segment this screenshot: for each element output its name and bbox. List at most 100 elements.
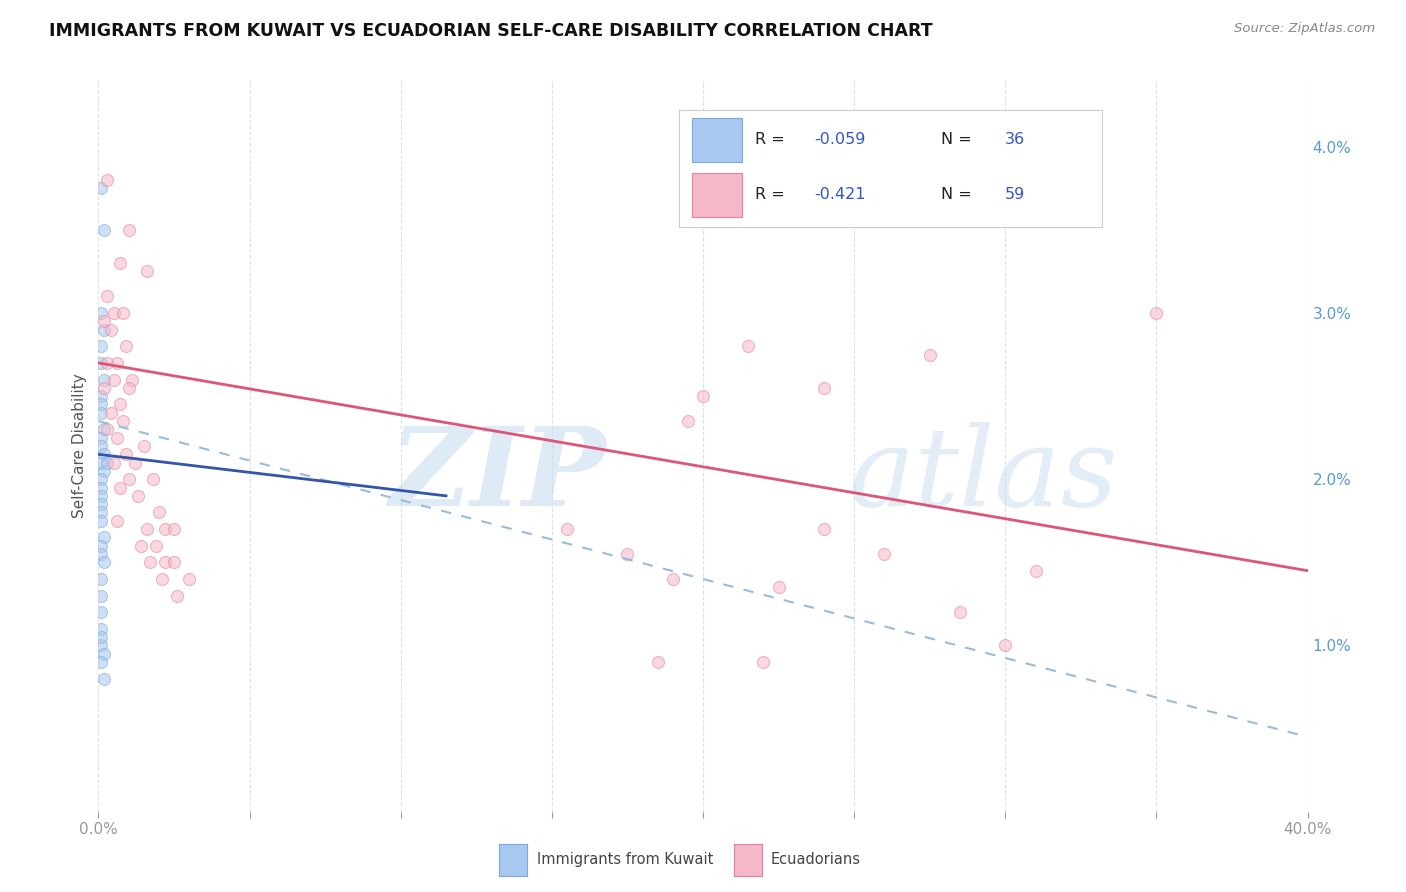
Point (135, 522, 157, 536)
Point (661, 572, 683, 586)
Point (118, 381, 141, 395)
Point (90, 481, 112, 495)
Point (90, 356, 112, 370)
Point (752, 655, 775, 669)
Point (90, 572, 112, 586)
Point (105, 514, 128, 528)
Point (93, 372, 115, 386)
Point (93, 555, 115, 569)
Point (103, 372, 125, 386)
Point (647, 655, 669, 669)
Point (103, 306, 125, 320)
Point (90, 306, 112, 320)
Point (90, 547, 112, 561)
Point (163, 522, 186, 536)
Point (153, 555, 176, 569)
Point (93, 447, 115, 461)
Point (108, 481, 131, 495)
Point (90, 655, 112, 669)
Point (96, 356, 118, 370)
Text: Ecuadorians: Ecuadorians (770, 853, 860, 867)
Point (114, 447, 136, 461)
Point (105, 356, 128, 370)
Point (148, 506, 170, 520)
Point (737, 339, 759, 353)
Point (90, 489, 112, 503)
Text: ZIP: ZIP (389, 422, 606, 529)
Point (949, 605, 972, 619)
Point (813, 522, 835, 536)
Point (90, 339, 112, 353)
Point (166, 589, 188, 603)
Point (108, 397, 131, 411)
Point (873, 547, 896, 561)
Point (129, 539, 152, 553)
Point (96, 289, 118, 303)
Point (616, 547, 638, 561)
Point (124, 456, 146, 470)
Point (90, 406, 112, 420)
Point (100, 406, 122, 420)
Point (1144, 306, 1167, 320)
Point (127, 489, 149, 503)
Point (555, 522, 578, 536)
Point (90, 630, 112, 644)
Point (93, 422, 115, 436)
Point (135, 264, 157, 278)
Point (90, 539, 112, 553)
Point (90, 181, 112, 195)
Point (111, 306, 134, 320)
Point (90, 497, 112, 511)
Point (96, 173, 118, 187)
Point (150, 572, 173, 586)
Point (139, 555, 162, 569)
Point (93, 323, 115, 337)
Point (93, 381, 115, 395)
Point (179, 572, 201, 586)
Text: atlas: atlas (848, 422, 1118, 529)
Point (90, 389, 112, 403)
Point (90, 514, 112, 528)
Point (121, 372, 143, 386)
Point (90, 472, 112, 486)
Point (93, 314, 115, 328)
Point (768, 580, 790, 594)
Point (145, 539, 167, 553)
Point (90, 506, 112, 520)
Point (93, 672, 115, 686)
Point (90, 589, 112, 603)
Point (118, 472, 141, 486)
Point (918, 347, 941, 362)
Point (90, 639, 112, 653)
Point (90, 431, 112, 445)
Point (111, 414, 134, 428)
Point (93, 464, 115, 478)
Point (96, 456, 118, 470)
Point (108, 256, 131, 270)
Point (90, 605, 112, 619)
Point (692, 389, 714, 403)
Point (100, 323, 122, 337)
Point (813, 381, 835, 395)
Point (163, 555, 186, 569)
Point (96, 422, 118, 436)
Point (105, 431, 128, 445)
Point (93, 530, 115, 544)
Point (90, 622, 112, 636)
Point (93, 647, 115, 661)
Point (90, 397, 112, 411)
Point (153, 522, 176, 536)
Point (93, 223, 115, 237)
Point (114, 339, 136, 353)
Point (994, 639, 1017, 653)
Point (90, 439, 112, 453)
Point (132, 439, 155, 453)
Point (142, 472, 165, 486)
Text: IMMIGRANTS FROM KUWAIT VS ECUADORIAN SELF-CARE DISABILITY CORRELATION CHART: IMMIGRANTS FROM KUWAIT VS ECUADORIAN SEL… (49, 22, 932, 40)
Text: Source: ZipAtlas.com: Source: ZipAtlas.com (1234, 22, 1375, 36)
Point (90, 456, 112, 470)
Point (103, 456, 125, 470)
Point (118, 223, 141, 237)
Point (1024, 564, 1046, 578)
Y-axis label: Self-Care Disability: Self-Care Disability (72, 374, 87, 518)
